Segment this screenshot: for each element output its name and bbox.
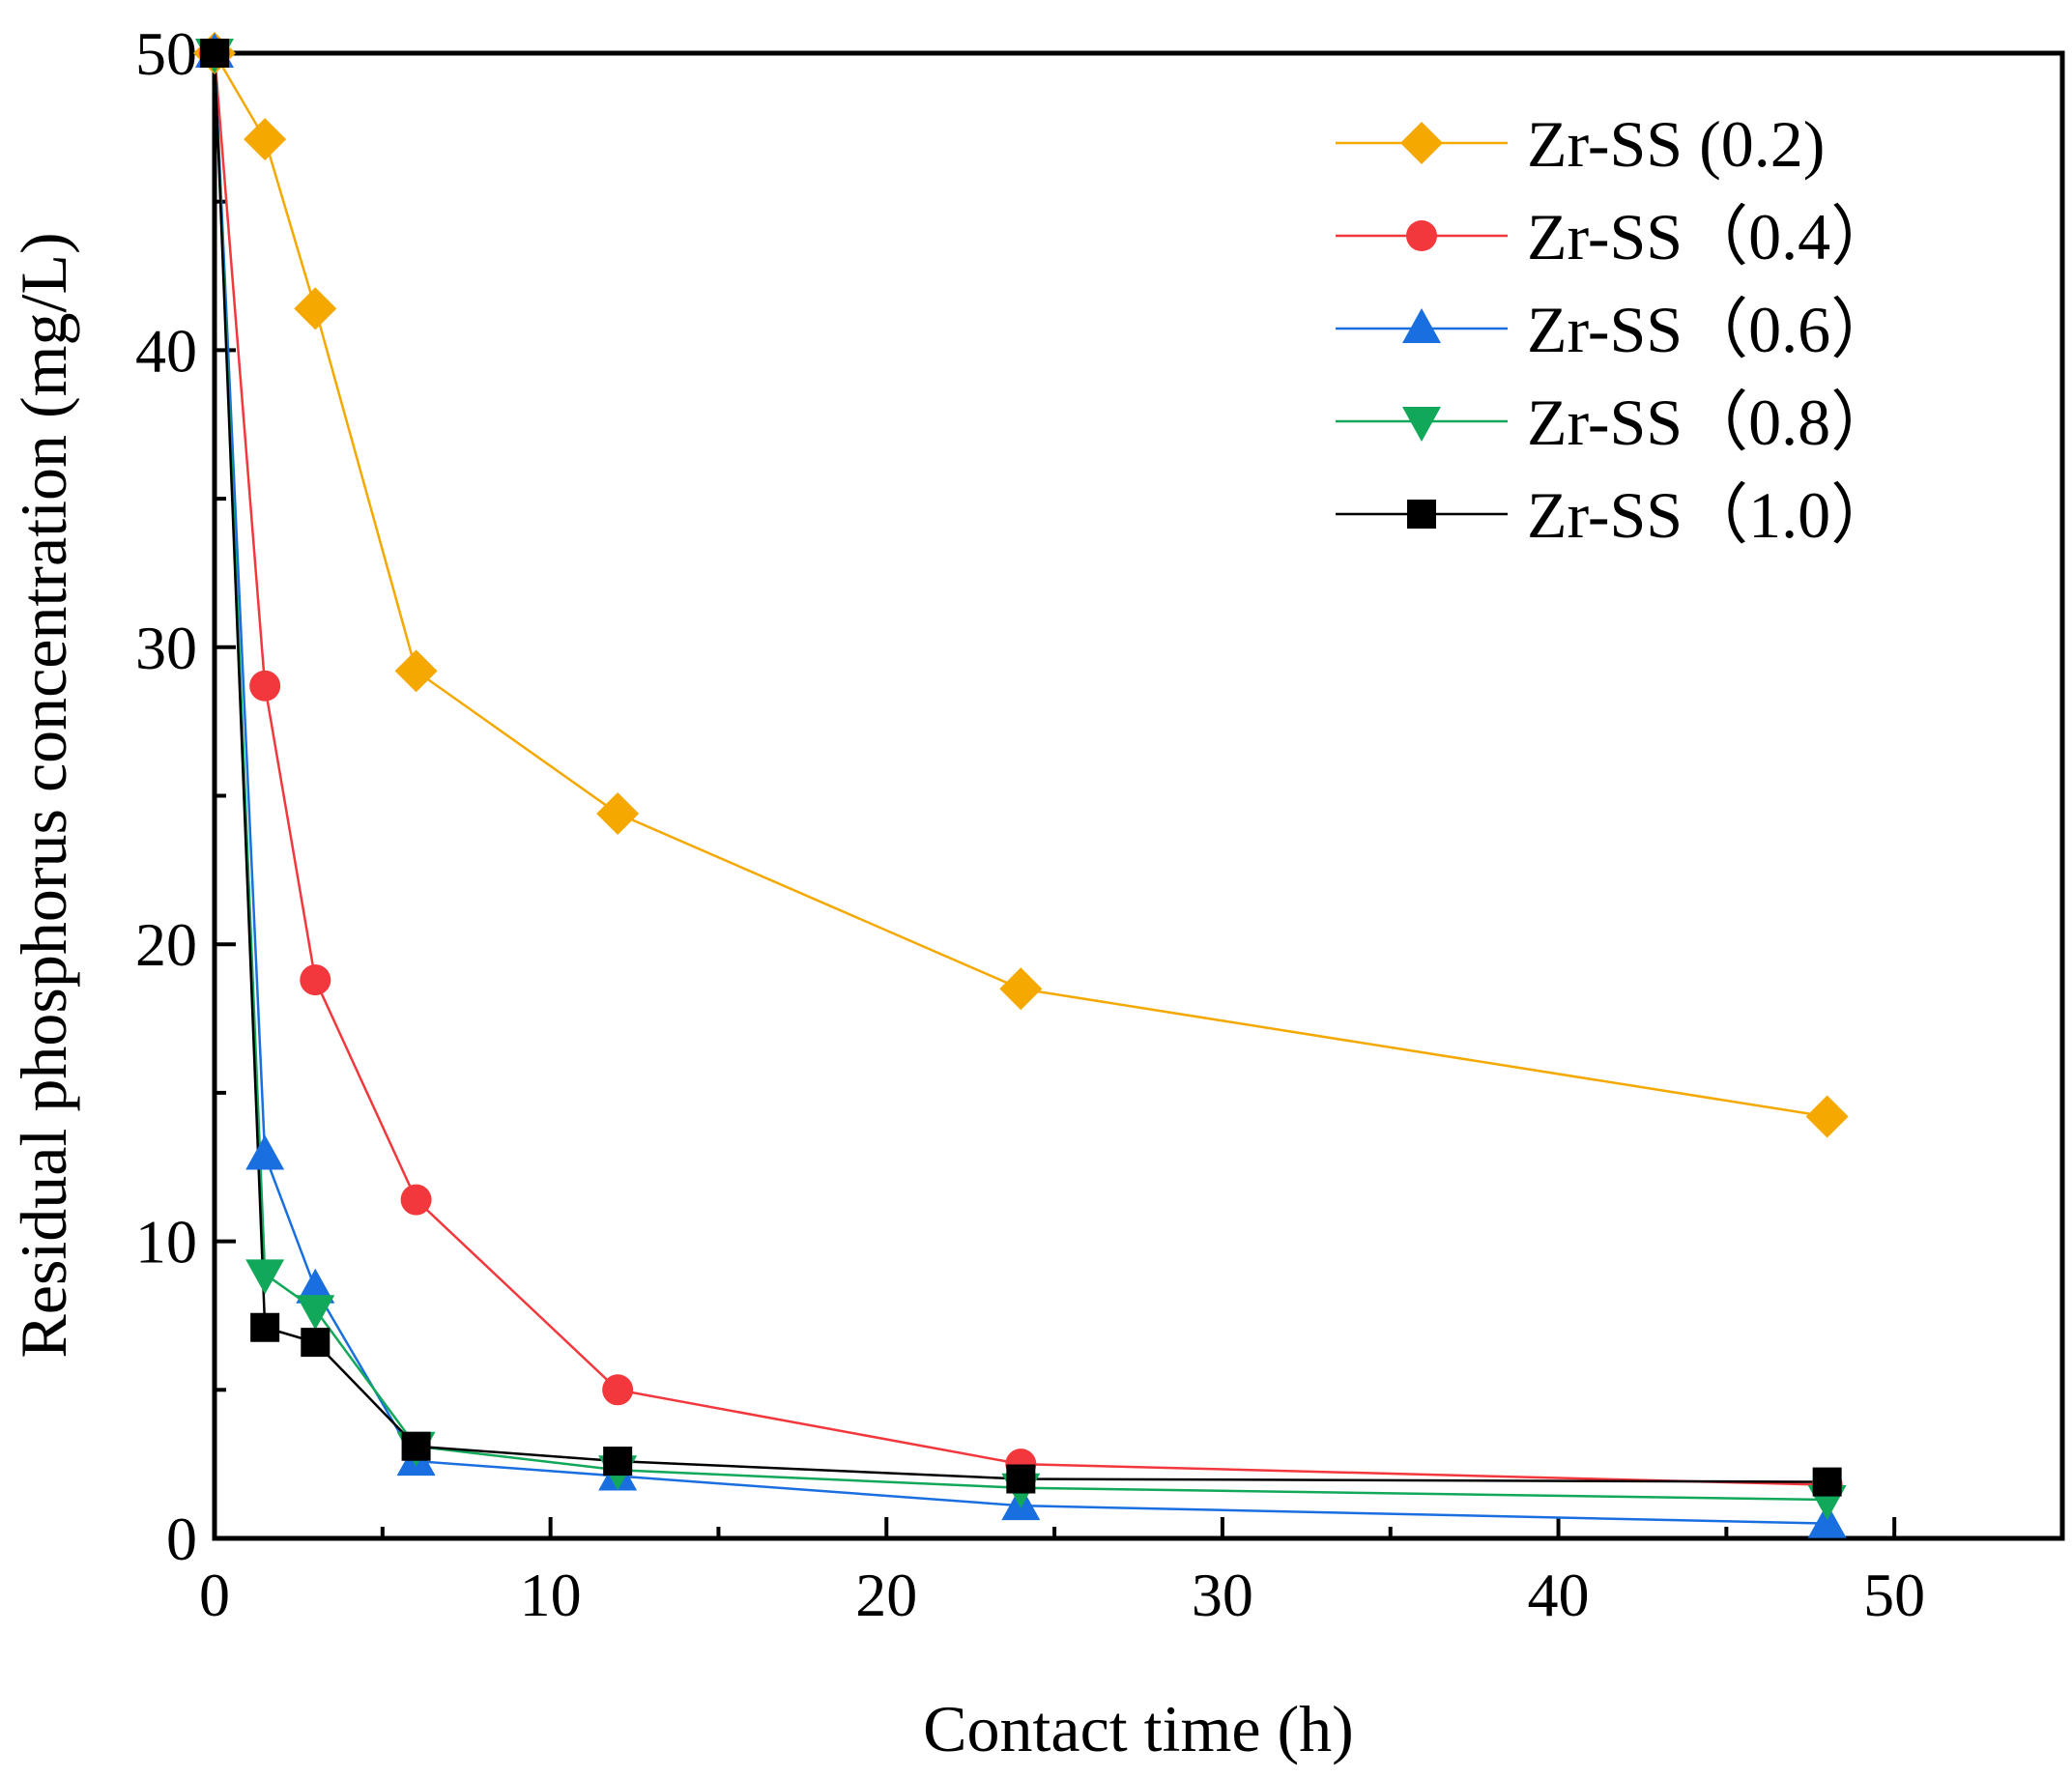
legend-marker [1406, 220, 1437, 251]
data-point-s1 [602, 1374, 634, 1406]
data-point-s0 [999, 967, 1043, 1011]
legend-label: Zr-SS (0.2) [1527, 107, 1825, 181]
y-tick-label: 20 [135, 910, 197, 979]
y-tick-label: 10 [135, 1208, 197, 1276]
data-point-s0 [394, 649, 438, 693]
data-point-s0 [294, 287, 337, 330]
legend-marker [1400, 122, 1443, 164]
data-point-s2 [245, 1134, 285, 1170]
legend-marker [1407, 500, 1436, 529]
y-axis-title: Residual phosphorus concentration (mg/L) [7, 232, 80, 1358]
y-tick-label: 50 [135, 19, 197, 88]
data-point-s4 [1812, 1467, 1842, 1497]
x-tick-label: 0 [199, 1561, 230, 1629]
data-point-s2 [296, 1268, 335, 1304]
data-point-s1 [300, 964, 331, 996]
legend-marker [1402, 308, 1441, 343]
y-tick-label: 30 [135, 614, 197, 682]
x-tick-label: 50 [1863, 1561, 1925, 1629]
data-point-s1 [400, 1184, 432, 1216]
data-point-s4 [603, 1447, 633, 1477]
data-point-s0 [596, 791, 640, 835]
data-point-s2 [1807, 1503, 1847, 1538]
data-point-s3 [245, 1259, 285, 1295]
legend-label: Zr-SS（1.0） [1527, 478, 1896, 552]
data-point-s4 [301, 1328, 331, 1358]
x-tick-label: 40 [1528, 1561, 1590, 1629]
x-tick-label: 20 [855, 1561, 917, 1629]
legend-marker [1402, 407, 1441, 442]
y-tick-label: 40 [135, 316, 197, 385]
legend-label: Zr-SS（0.8） [1527, 386, 1896, 459]
legend: Zr-SS (0.2) Zr-SS（0.4） Zr-SS（0.6） Zr-SS（0.8… [1336, 107, 1896, 552]
legend-label: Zr-SS（0.6） [1527, 293, 1896, 366]
data-point-s0 [244, 118, 287, 161]
y-tick-label: 0 [166, 1505, 197, 1573]
data-point-s0 [1805, 1095, 1849, 1138]
series-layer [193, 32, 1849, 1538]
data-point-s4 [1006, 1464, 1036, 1494]
x-axis-title: Contact time (h) [923, 1692, 1354, 1765]
axis-ticks: 0 10 20 30 40 50 0 10 20 30 40 50 [135, 19, 1925, 1629]
data-point-s4 [401, 1431, 431, 1461]
data-point-s4 [200, 39, 229, 68]
x-tick-label: 30 [1192, 1561, 1253, 1629]
data-point-s4 [250, 1312, 280, 1342]
x-tick-label: 10 [520, 1561, 582, 1629]
data-point-s1 [249, 670, 281, 702]
legend-label: Zr-SS（0.4） [1527, 200, 1896, 273]
data-point-s3 [296, 1295, 335, 1331]
plot-area [212, 50, 2065, 1541]
